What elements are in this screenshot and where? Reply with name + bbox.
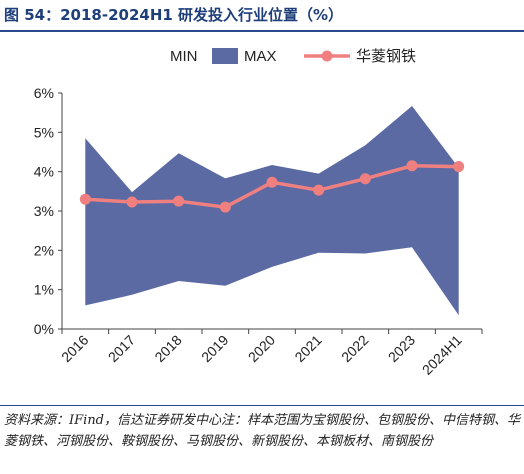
- series-point: [406, 160, 418, 172]
- title-bar: 图 54：2018-2024H1 研发投入行业位置（%）: [0, 0, 524, 34]
- x-tick-label: 2022: [338, 332, 371, 365]
- series-point: [313, 184, 325, 196]
- legend-label-max: MAX: [244, 48, 277, 65]
- x-tick-label: 2019: [198, 332, 231, 365]
- legend-label-min: MIN: [170, 48, 198, 65]
- y-tick-label: 1%: [34, 282, 54, 298]
- y-tick-label: 2%: [34, 242, 54, 258]
- band-area: [85, 106, 459, 316]
- y-tick-label: 5%: [34, 124, 54, 140]
- y-tick-label: 3%: [34, 203, 54, 219]
- x-tick-label: 2017: [105, 332, 138, 365]
- series-point: [453, 161, 465, 173]
- chart: MIN MAX 华菱钢铁 0% 1% 2% 3% 4% 5% 6% 2016 2017 2018 201…: [34, 48, 483, 378]
- series-point: [126, 196, 138, 208]
- legend-label-line: 华菱钢铁: [356, 48, 416, 65]
- series-point: [173, 195, 185, 207]
- y-tick-label: 0%: [34, 321, 54, 337]
- min-max-band: [85, 106, 459, 316]
- title-rule: [0, 30, 524, 32]
- legend-swatch-marker: [321, 50, 333, 62]
- chart-title: 图 54：2018-2024H1 研发投入行业位置（%）: [4, 6, 344, 24]
- source-rule: [0, 405, 524, 406]
- x-tick-label: 2023: [385, 332, 418, 365]
- x-tick-label: 2020: [245, 332, 278, 365]
- series-point: [359, 173, 371, 185]
- x-tick-label: 2021: [291, 332, 324, 365]
- x-tick-label: 2016: [58, 332, 91, 365]
- y-tick-label: 4%: [34, 164, 54, 180]
- x-tick-label: 2024H1: [419, 332, 465, 378]
- source-note: 资料来源：IFind，信达证券研发中心注：样本范围为宝钢股份、包钢股份、中信特钢…: [4, 413, 521, 449]
- series-point: [266, 176, 278, 188]
- series-line: [79, 160, 465, 213]
- series-point: [219, 201, 231, 213]
- legend: MIN MAX 华菱钢铁: [170, 48, 416, 65]
- legend-swatch-max: [212, 48, 238, 64]
- y-tick-label: 6%: [34, 85, 54, 101]
- series-point: [79, 193, 91, 205]
- x-tick-label: 2018: [151, 332, 184, 365]
